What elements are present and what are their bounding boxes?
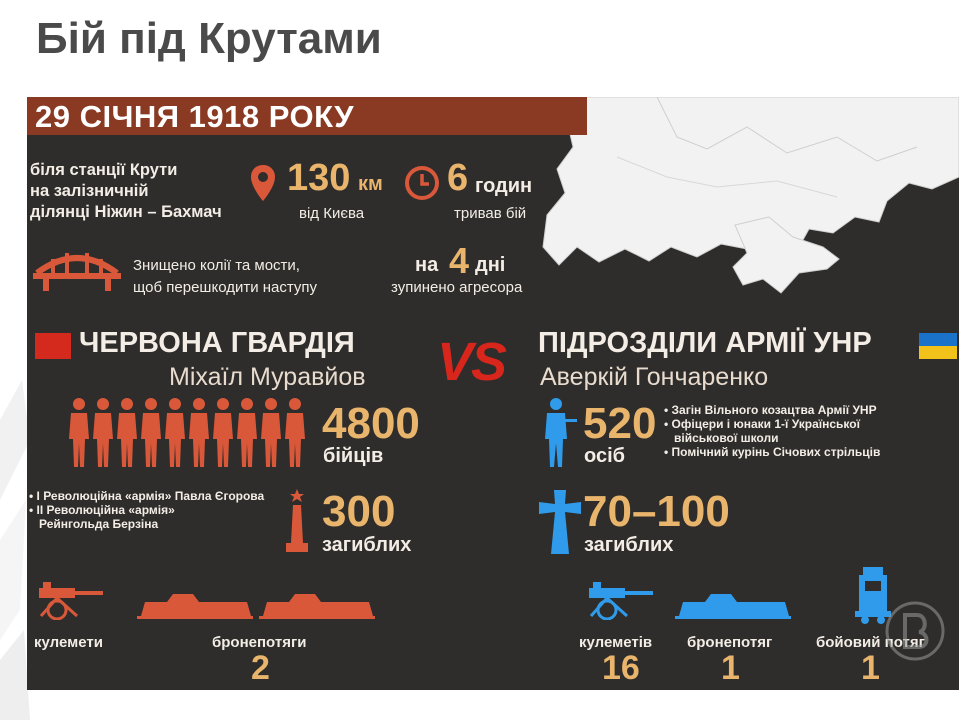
ukraine-map bbox=[542, 97, 959, 294]
clock-icon bbox=[405, 166, 439, 200]
unr-fighters-count: 520 bbox=[583, 399, 657, 448]
unr-killed-count: 70–100 bbox=[583, 487, 730, 536]
red-unit-item: • ІІ Революційна «армія» bbox=[29, 503, 175, 517]
red-machine-guns-label: кулемети bbox=[34, 634, 103, 651]
armored-train-icon bbox=[137, 594, 253, 619]
map-pin-icon bbox=[251, 165, 275, 201]
armored-train-icon bbox=[675, 594, 791, 619]
red-unit-item: Рейнгольда Берзіна bbox=[39, 517, 159, 531]
unr-leader: Аверкій Гончаренко bbox=[540, 363, 769, 391]
soldiers-icon-row bbox=[69, 398, 305, 467]
red-guard-title: ЧЕРВОНА ГВАРДІЯ bbox=[79, 327, 355, 359]
red-unit-item: • І Революційна «армія» Павла Єгорова bbox=[29, 489, 265, 503]
watermark-logo bbox=[885, 601, 945, 661]
red-armored-trains-label: бронепотяги bbox=[212, 634, 307, 651]
duration-caption: тривав бій bbox=[454, 205, 527, 222]
unr-machine-guns-label: кулеметів bbox=[579, 634, 653, 651]
stopped-caption: зупинено агресора bbox=[391, 279, 523, 296]
obelisk-icon bbox=[286, 489, 308, 552]
machine-gun-icon bbox=[39, 582, 103, 620]
unr-battle-train-count: 1 bbox=[861, 649, 880, 687]
unr-unit-item: • Офіцери і юнаки 1-ї Української bbox=[664, 417, 860, 431]
red-killed-count: 300 bbox=[322, 487, 396, 536]
bridge-icon bbox=[33, 253, 121, 291]
unr-unit-item: • Помічний курінь Січових стрільців bbox=[664, 445, 881, 459]
stopped-prefix: на bbox=[415, 254, 439, 276]
red-units-list: • І Революційна «армія» Павла Єгорова • … bbox=[29, 489, 264, 531]
destruction-text: Знищено колії та мости, щоб перешкодити … bbox=[133, 257, 318, 296]
slide-title: Бій під Крутами bbox=[36, 14, 382, 63]
red-killed-label: загиблих bbox=[322, 534, 412, 556]
ukraine-flag-icon bbox=[919, 333, 957, 359]
distance-caption: від Києва bbox=[299, 205, 365, 222]
unr-battle-train-label: бойовий потяг bbox=[816, 634, 925, 651]
unr-unit-item: військової школи bbox=[674, 431, 779, 445]
distance-value: 130 bbox=[287, 157, 351, 199]
unr-unit-item: • Загін Вільного козацтва Армії УНР bbox=[664, 403, 877, 417]
soldier-icon bbox=[545, 398, 577, 467]
stopped-value: 4 bbox=[449, 240, 470, 281]
unr-title: ПІДРОЗДІЛИ АРМІЇ УНР bbox=[538, 327, 872, 359]
stopped-unit: дні bbox=[475, 254, 506, 276]
duration-unit: годин bbox=[475, 175, 533, 197]
unr-killed-label: загиблих bbox=[584, 534, 674, 556]
unr-machine-guns-count: 16 bbox=[602, 649, 640, 687]
duration-value: 6 bbox=[447, 157, 469, 199]
unr-armored-train-label: бронепотяг bbox=[687, 634, 773, 651]
decorative-shapes bbox=[0, 380, 30, 720]
red-armored-trains-count: 2 bbox=[251, 649, 270, 687]
cross-icon bbox=[539, 490, 581, 554]
infographic: 29 СІЧНЯ 1918 РОКУ біля станції Крути на… bbox=[27, 97, 959, 690]
unr-fighters-label: осіб bbox=[584, 445, 625, 467]
unr-units-list: • Загін Вільного козацтва Армії УНР • Оф… bbox=[664, 403, 880, 459]
red-fighters-label: бійців bbox=[323, 445, 384, 467]
armored-train-icon bbox=[259, 594, 375, 619]
distance-unit: км bbox=[358, 173, 383, 195]
red-flag-icon bbox=[35, 333, 71, 359]
headline-date: 29 СІЧНЯ 1918 РОКУ bbox=[35, 99, 355, 134]
unr-armored-train-count: 1 bbox=[721, 649, 740, 687]
red-fighters-count: 4800 bbox=[322, 399, 420, 448]
location-text: біля станції Крути на залізничній ділянц… bbox=[30, 161, 222, 221]
headline-bar: 29 СІЧНЯ 1918 РОКУ bbox=[27, 97, 587, 135]
locomotive-icon bbox=[855, 567, 891, 624]
red-guard-leader: Міхаїл Муравйов bbox=[169, 363, 366, 391]
versus-label: VS bbox=[437, 332, 507, 392]
machine-gun-icon bbox=[589, 582, 653, 620]
